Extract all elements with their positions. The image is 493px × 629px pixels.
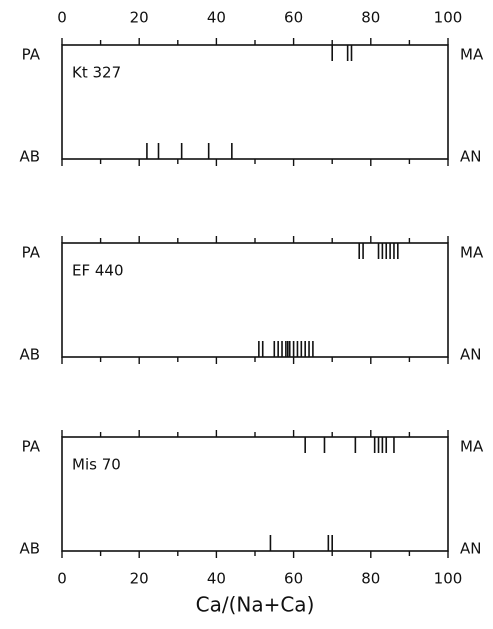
x-axis-title: Ca/(Na+Ca) — [196, 593, 315, 617]
row-right-label: AN — [460, 346, 481, 364]
panel-title: Mis 70 — [72, 456, 121, 474]
x-tick-label: 0 — [57, 9, 67, 27]
panel-title: EF 440 — [72, 262, 124, 280]
panel-title: Kt 327 — [72, 64, 121, 82]
x-tick-label: 20 — [130, 9, 149, 27]
row-right-label: MA — [460, 438, 484, 456]
row-right-label: AN — [460, 540, 481, 558]
row-left-label: PA — [22, 46, 41, 64]
x-tick-label: 80 — [361, 570, 380, 588]
x-tick-label: 40 — [207, 570, 226, 588]
row-left-label: PA — [22, 244, 41, 262]
row-right-label: MA — [460, 46, 484, 64]
row-left-label: AB — [19, 540, 40, 558]
row-right-label: AN — [460, 148, 481, 166]
row-left-label: AB — [19, 148, 40, 166]
x-tick-label: 100 — [434, 9, 463, 27]
x-tick-label: 0 — [57, 570, 67, 588]
x-tick-label: 40 — [207, 9, 226, 27]
x-tick-label: 60 — [284, 9, 303, 27]
x-tick-label: 80 — [361, 9, 380, 27]
row-left-label: AB — [19, 346, 40, 364]
x-tick-label: 100 — [434, 570, 463, 588]
x-tick-label: 20 — [130, 570, 149, 588]
row-right-label: MA — [460, 244, 484, 262]
x-tick-label: 60 — [284, 570, 303, 588]
panel-frame — [61, 44, 449, 160]
panel-frame — [61, 436, 449, 552]
panel-frame — [61, 242, 449, 358]
row-left-label: PA — [22, 438, 41, 456]
